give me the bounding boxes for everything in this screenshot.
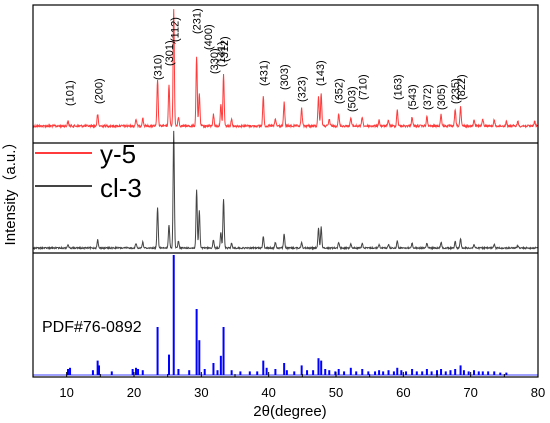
hkl-labels-layer: (101) (200) (310)(301)(112) (231)(400)(330)… (64, 8, 468, 112)
hkl-label: (710) (357, 74, 369, 100)
hkl-label: (231) (192, 8, 204, 34)
reference-sticks-layer (33, 255, 538, 376)
x-tick-label: 70 (463, 385, 477, 400)
series-line-cl3 (32, 130, 539, 251)
hkl-label: (352) (334, 78, 346, 104)
x-tick-label: 50 (329, 385, 343, 400)
hkl-label: (312) (219, 36, 231, 62)
x-axis-title: 2θ(degree) (253, 403, 326, 420)
x-tick-label: 60 (396, 385, 410, 400)
hkl-label: (301) (164, 40, 176, 66)
hkl-label: (101) (64, 80, 76, 106)
legend-label-cl3: cl-3 (100, 173, 142, 203)
x-ticks-layer: 10 20 30 40 50 60 70 80 (32, 372, 545, 400)
legend-label-y5: y-5 (100, 139, 136, 169)
x-tick-label: 20 (127, 385, 141, 400)
hkl-label: (141) (216, 41, 228, 67)
hkl-label: (323) (297, 76, 309, 102)
reference-label: PDF#76-0892 (42, 319, 142, 336)
hkl-label: (822) (456, 74, 468, 100)
series-line-y5 (32, 9, 539, 129)
hkl-label: (372) (422, 84, 434, 110)
hkl-label: (303) (279, 64, 291, 90)
hkl-label: (112) (169, 17, 181, 42)
hkl-label: (143) (315, 60, 327, 86)
hkl-label: (503) (347, 86, 359, 112)
hkl-label: (310) (153, 54, 165, 80)
hkl-label: (305) (436, 84, 448, 110)
plot-frame (32, 4, 539, 378)
hkl-label: (431) (258, 60, 270, 86)
hkl-label: (400) (203, 24, 215, 50)
x-tick-label: 30 (194, 385, 208, 400)
x-tick-label: 40 (261, 385, 275, 400)
traces-layer (32, 9, 539, 251)
hkl-label: (200) (93, 78, 105, 104)
hkl-label: (163) (392, 74, 404, 100)
hkl-label: (543) (407, 84, 419, 110)
x-tick-label: 10 (59, 385, 73, 400)
hkl-label: (235) (450, 78, 462, 104)
x-tick-label: 80 (531, 385, 545, 400)
y-axis-title: Intensity（a.u.） (2, 135, 19, 246)
hkl-label: (330) (209, 48, 221, 74)
